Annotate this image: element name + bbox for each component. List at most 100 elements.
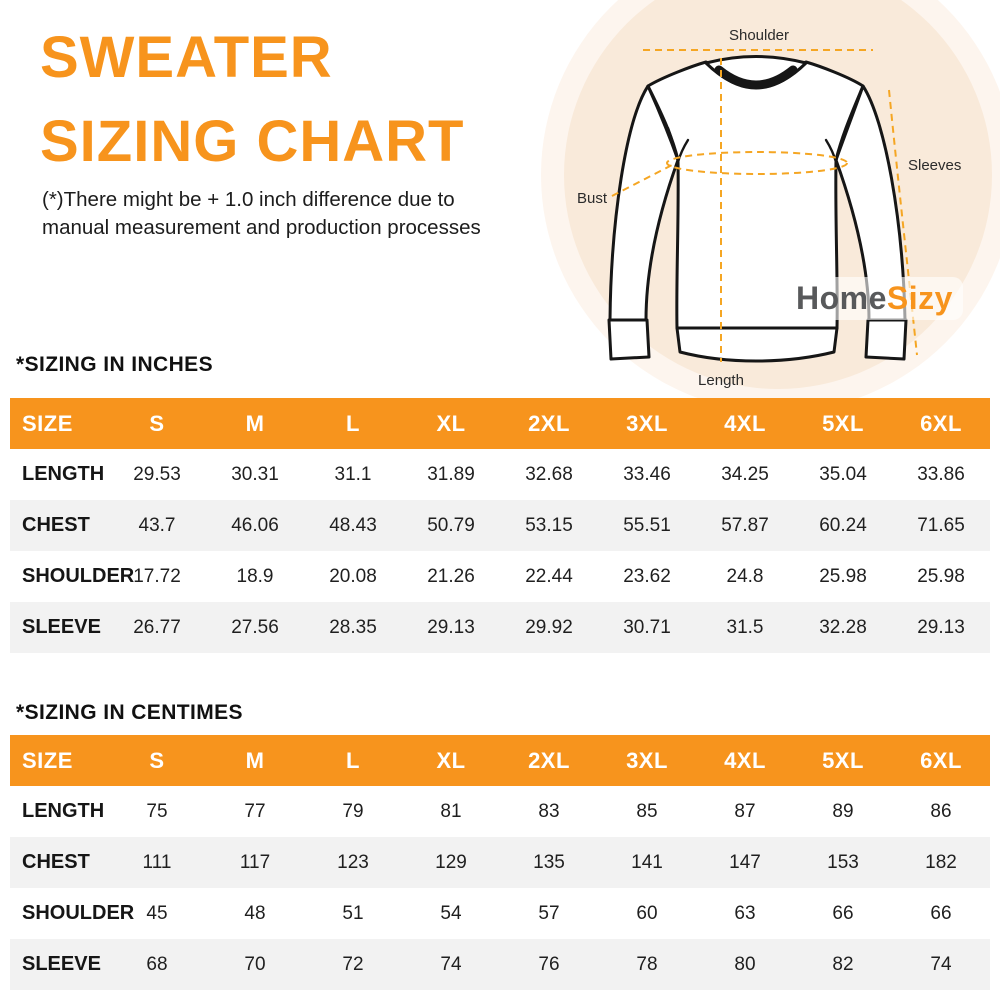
row-label: LENGTH — [22, 800, 105, 822]
table-cell: 89 — [832, 800, 854, 822]
sweater-collar-shadow — [714, 65, 798, 90]
table-cell: 20.08 — [329, 565, 377, 587]
table-cell: 77 — [244, 800, 266, 822]
table-header-row: SIZE S M L XL 2XL 3XL 4XL 5XL 6XL — [10, 735, 990, 786]
table-cell: 66 — [930, 902, 952, 924]
table-cell: 23.62 — [623, 565, 671, 587]
table-cell: 63 — [734, 902, 756, 924]
sweater-body — [646, 60, 865, 330]
shoulder-label: Shoulder — [728, 27, 790, 44]
table-cell: 29.53 — [133, 463, 181, 485]
table-row-length: LENGTH 75 77 79 81 83 85 87 89 86 — [10, 786, 990, 837]
row-label: SLEEVE — [22, 953, 101, 975]
table-cell: 83 — [538, 800, 560, 822]
table-cell: 53.15 — [525, 514, 573, 536]
disclaimer-note: (*)There might be + 1.0 inch difference … — [42, 186, 481, 242]
table-cell: 66 — [832, 902, 854, 924]
column-header-4xl: 4XL — [696, 735, 794, 786]
table-cell: 82 — [832, 953, 854, 975]
table-cell: 70 — [244, 953, 266, 975]
column-header-3xl: 3XL — [598, 735, 696, 786]
sleeve-dashed-line — [888, 89, 918, 356]
table-row-chest: CHEST 43.7 46.06 48.43 50.79 53.15 55.51 57.87 6… — [10, 500, 990, 551]
table-cell: 31.5 — [726, 616, 764, 638]
section-heading-centimes: *SIZING IN CENTIMES — [16, 701, 243, 724]
table-cell: 31.1 — [334, 463, 372, 485]
table-cell: 29.13 — [917, 616, 965, 638]
table-cell: 78 — [636, 953, 658, 975]
sweater-right-cuff — [864, 318, 908, 361]
table-cell: 68 — [146, 953, 168, 975]
table-cell: 25.98 — [917, 565, 965, 587]
table-cell: 129 — [435, 851, 467, 873]
table-cell: 81 — [440, 800, 462, 822]
page-title-line2: SIZING CHART — [40, 109, 465, 174]
sizing-table-inches: SIZE S M L XL 2XL 3XL 4XL 5XL 6XL LENGTH 29.53 30.31… — [10, 398, 990, 653]
homesizy-logo: HomeSizy — [786, 277, 963, 320]
table-cell: 57 — [538, 902, 560, 924]
table-cell: 24.8 — [726, 565, 764, 587]
table-cell: 48 — [244, 902, 266, 924]
table-cell: 55.51 — [623, 514, 671, 536]
table-cell: 17.72 — [133, 565, 181, 587]
table-cell: 26.77 — [133, 616, 181, 638]
logo-part-sizy: Sizy — [886, 280, 953, 316]
row-label: SHOULDER — [22, 902, 135, 924]
table-cell: 147 — [729, 851, 761, 873]
column-header-size: SIZE — [10, 398, 108, 449]
column-header-s: S — [108, 398, 206, 449]
table-cell: 79 — [342, 800, 364, 822]
table-cell: 60.24 — [819, 514, 867, 536]
sweater-hem — [675, 326, 839, 363]
table-cell: 35.04 — [819, 463, 867, 485]
bust-dashed-ellipse — [666, 151, 848, 175]
table-cell: 33.46 — [623, 463, 671, 485]
table-cell: 30.71 — [623, 616, 671, 638]
table-cell: 182 — [925, 851, 957, 873]
column-header-l: L — [304, 735, 402, 786]
section-heading-inches: *SIZING IN INCHES — [16, 353, 213, 376]
table-cell: 22.44 — [525, 565, 573, 587]
table-cell: 32.68 — [525, 463, 573, 485]
page-title-line1: SWEATER — [40, 25, 333, 90]
table-cell: 76 — [538, 953, 560, 975]
sweater-left-cuff — [607, 318, 651, 361]
table-cell: 86 — [930, 800, 952, 822]
row-label: CHEST — [22, 514, 90, 536]
table-cell: 34.25 — [721, 463, 769, 485]
table-cell: 27.56 — [231, 616, 279, 638]
table-cell: 54 — [440, 902, 462, 924]
table-cell: 87 — [734, 800, 756, 822]
sizing-table-centimes: SIZE S M L XL 2XL 3XL 4XL 5XL 6XL LENGTH 75 77 79 81 83… — [10, 735, 990, 990]
table-cell: 111 — [142, 851, 172, 873]
table-cell: 123 — [337, 851, 369, 873]
column-header-m: M — [206, 398, 304, 449]
row-label: SLEEVE — [22, 616, 101, 638]
table-cell: 80 — [734, 953, 756, 975]
row-label: LENGTH — [22, 463, 105, 485]
table-cell: 45 — [146, 902, 168, 924]
column-header-3xl: 3XL — [598, 398, 696, 449]
table-row-shoulder: SHOULDER 17.72 18.9 20.08 21.26 22.44 23.62 24.… — [10, 551, 990, 602]
table-cell: 57.87 — [721, 514, 769, 536]
table-cell: 48.43 — [329, 514, 377, 536]
bust-label: Bust — [577, 190, 608, 207]
table-cell: 46.06 — [231, 514, 279, 536]
column-header-6xl: 6XL — [892, 398, 990, 449]
table-cell: 135 — [533, 851, 565, 873]
table-cell: 51 — [342, 902, 364, 924]
armpit-marks — [666, 126, 848, 164]
table-row-chest: CHEST 111 117 123 129 135 141 147 153 182 — [10, 837, 990, 888]
column-header-2xl: 2XL — [500, 735, 598, 786]
table-header-row: SIZE S M L XL 2XL 3XL 4XL 5XL 6XL — [10, 398, 990, 449]
table-cell: 18.9 — [236, 565, 274, 587]
table-cell: 32.28 — [819, 616, 867, 638]
table-row-sleeve: SLEEVE 68 70 72 74 76 78 80 82 74 — [10, 939, 990, 990]
column-header-l: L — [304, 398, 402, 449]
table-cell: 153 — [827, 851, 859, 873]
column-header-m: M — [206, 735, 304, 786]
table-row-sleeve: SLEEVE 26.77 27.56 28.35 29.13 29.92 30.71 31.5… — [10, 602, 990, 653]
table-cell: 50.79 — [427, 514, 475, 536]
table-cell: 28.35 — [329, 616, 377, 638]
